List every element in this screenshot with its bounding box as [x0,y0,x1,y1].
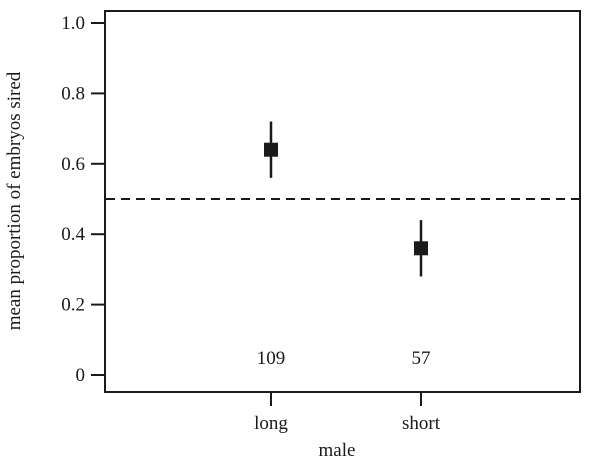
data-point [264,142,278,157]
count-labels: 109 57 [257,348,431,369]
x-tick-label: short [402,413,441,434]
sample-count-label: 109 [257,348,286,369]
plot-frame [104,10,581,393]
y-tick-label: 0.8 [61,83,85,104]
x-axis: long short [254,392,441,434]
data-marks [264,121,428,277]
data-point [414,241,428,256]
y-tick-label: 0.4 [61,224,85,245]
x-tick-label: long [254,413,288,434]
y-tick-label: 0 [76,365,86,386]
y-tick-label: 0.6 [61,154,85,175]
y-tick-label: 0.2 [61,295,85,316]
y-tick-label: 1.0 [61,13,85,34]
x-axis-title: male [319,440,356,461]
y-axis: 0 0.2 0.4 0.6 0.8 1.0 [61,13,105,386]
sample-count-label: 57 [412,348,431,369]
y-axis-title: mean proportion of embryos sired [4,71,25,330]
